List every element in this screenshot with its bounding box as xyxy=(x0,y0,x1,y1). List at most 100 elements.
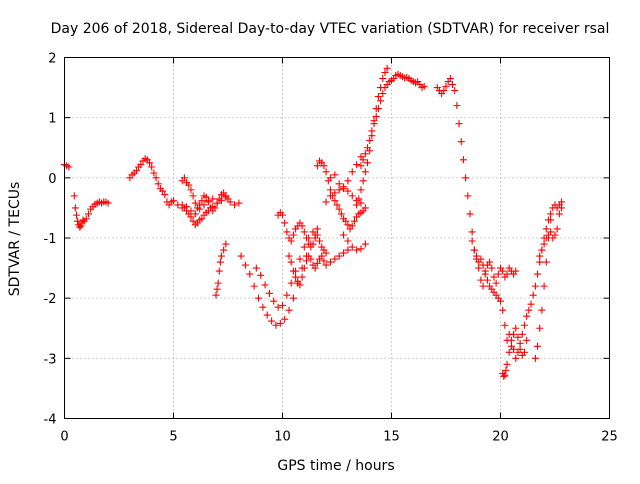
data-point xyxy=(383,64,391,72)
data-point xyxy=(276,319,284,327)
series-seg-f xyxy=(212,240,230,299)
data-point xyxy=(374,93,382,101)
data-point xyxy=(512,324,520,332)
data-point xyxy=(246,270,254,278)
data-point xyxy=(357,186,365,194)
data-point xyxy=(191,199,199,207)
data-point xyxy=(551,231,559,239)
data-point xyxy=(500,372,508,380)
data-point xyxy=(451,87,459,95)
x-tick-label: 15 xyxy=(383,430,400,445)
data-point xyxy=(342,217,350,225)
data-point xyxy=(202,193,210,201)
data-point xyxy=(344,237,352,245)
data-point xyxy=(316,237,324,245)
data-point xyxy=(340,249,348,257)
data-point xyxy=(189,192,197,200)
data-point xyxy=(505,330,513,338)
data-point xyxy=(558,198,566,206)
data-point xyxy=(340,231,348,239)
data-point xyxy=(361,168,369,176)
data-point xyxy=(531,282,539,290)
data-point xyxy=(547,216,555,224)
data-point xyxy=(289,231,297,239)
data-point xyxy=(289,294,297,302)
data-point xyxy=(322,249,330,257)
data-point xyxy=(440,87,448,95)
series-seg-j xyxy=(285,246,352,289)
data-point xyxy=(518,330,526,338)
data-point xyxy=(215,195,223,203)
data-point xyxy=(483,276,491,284)
data-point xyxy=(285,306,293,314)
data-point xyxy=(170,197,177,205)
data-point xyxy=(348,222,356,230)
data-point xyxy=(359,177,367,185)
data-point xyxy=(213,285,221,293)
data-point xyxy=(71,204,79,212)
data-point xyxy=(381,69,389,77)
data-point xyxy=(475,264,483,272)
x-tick-label: 5 xyxy=(169,430,177,445)
data-point xyxy=(300,228,308,236)
axis-ticks: 0 5 10 15 20 25 -4 -3 -2 -1 0 1 2 xyxy=(44,52,618,445)
chart-title: Day 206 of 2018, Sidereal Day-to-day VTE… xyxy=(51,21,610,37)
data-point xyxy=(180,174,188,182)
data-point xyxy=(512,267,520,275)
data-point xyxy=(313,225,321,233)
data-point xyxy=(148,163,156,171)
data-point xyxy=(270,297,278,305)
series-seg-b xyxy=(70,192,112,231)
data-point xyxy=(353,161,361,169)
data-point xyxy=(241,261,249,269)
data-point xyxy=(357,162,365,170)
data-point xyxy=(263,311,271,319)
data-point xyxy=(335,205,343,213)
data-point xyxy=(252,264,260,272)
series-seg-m xyxy=(326,153,365,191)
data-point xyxy=(542,258,550,266)
data-point xyxy=(490,273,498,281)
data-point xyxy=(534,342,542,350)
data-point xyxy=(553,225,561,233)
data-point xyxy=(265,289,273,297)
data-point xyxy=(72,211,80,219)
data-point xyxy=(300,264,308,272)
series-seg-c xyxy=(126,155,243,218)
data-point xyxy=(357,199,365,207)
data-point xyxy=(187,186,195,194)
data-point xyxy=(302,234,310,242)
data-point xyxy=(364,159,372,167)
data-point xyxy=(279,211,286,219)
data-point xyxy=(322,198,330,206)
series-seg-d xyxy=(178,174,232,215)
data-point xyxy=(331,171,339,179)
data-point xyxy=(313,231,321,239)
data-point xyxy=(313,162,321,170)
data-point xyxy=(296,255,304,263)
series-seg-p xyxy=(357,84,389,170)
x-tick-label: 20 xyxy=(492,430,509,445)
data-point xyxy=(215,267,223,275)
data-point xyxy=(481,267,489,275)
data-point xyxy=(283,291,291,299)
y-tick-label: 0 xyxy=(48,172,56,187)
data-point xyxy=(348,168,356,176)
x-axis-label: GPS time / hours xyxy=(277,458,394,474)
data-point xyxy=(76,223,84,231)
data-point xyxy=(357,245,365,253)
data-point xyxy=(523,312,531,320)
data-point xyxy=(231,201,239,209)
data-point xyxy=(479,261,487,269)
data-point xyxy=(368,127,376,135)
data-point xyxy=(274,303,282,311)
data-point xyxy=(74,217,82,225)
data-point xyxy=(459,156,467,164)
data-point xyxy=(307,255,315,263)
data-point xyxy=(507,336,515,344)
data-point xyxy=(547,228,555,236)
data-point xyxy=(520,348,528,356)
series-seg-l xyxy=(322,185,369,212)
data-point xyxy=(287,279,295,287)
